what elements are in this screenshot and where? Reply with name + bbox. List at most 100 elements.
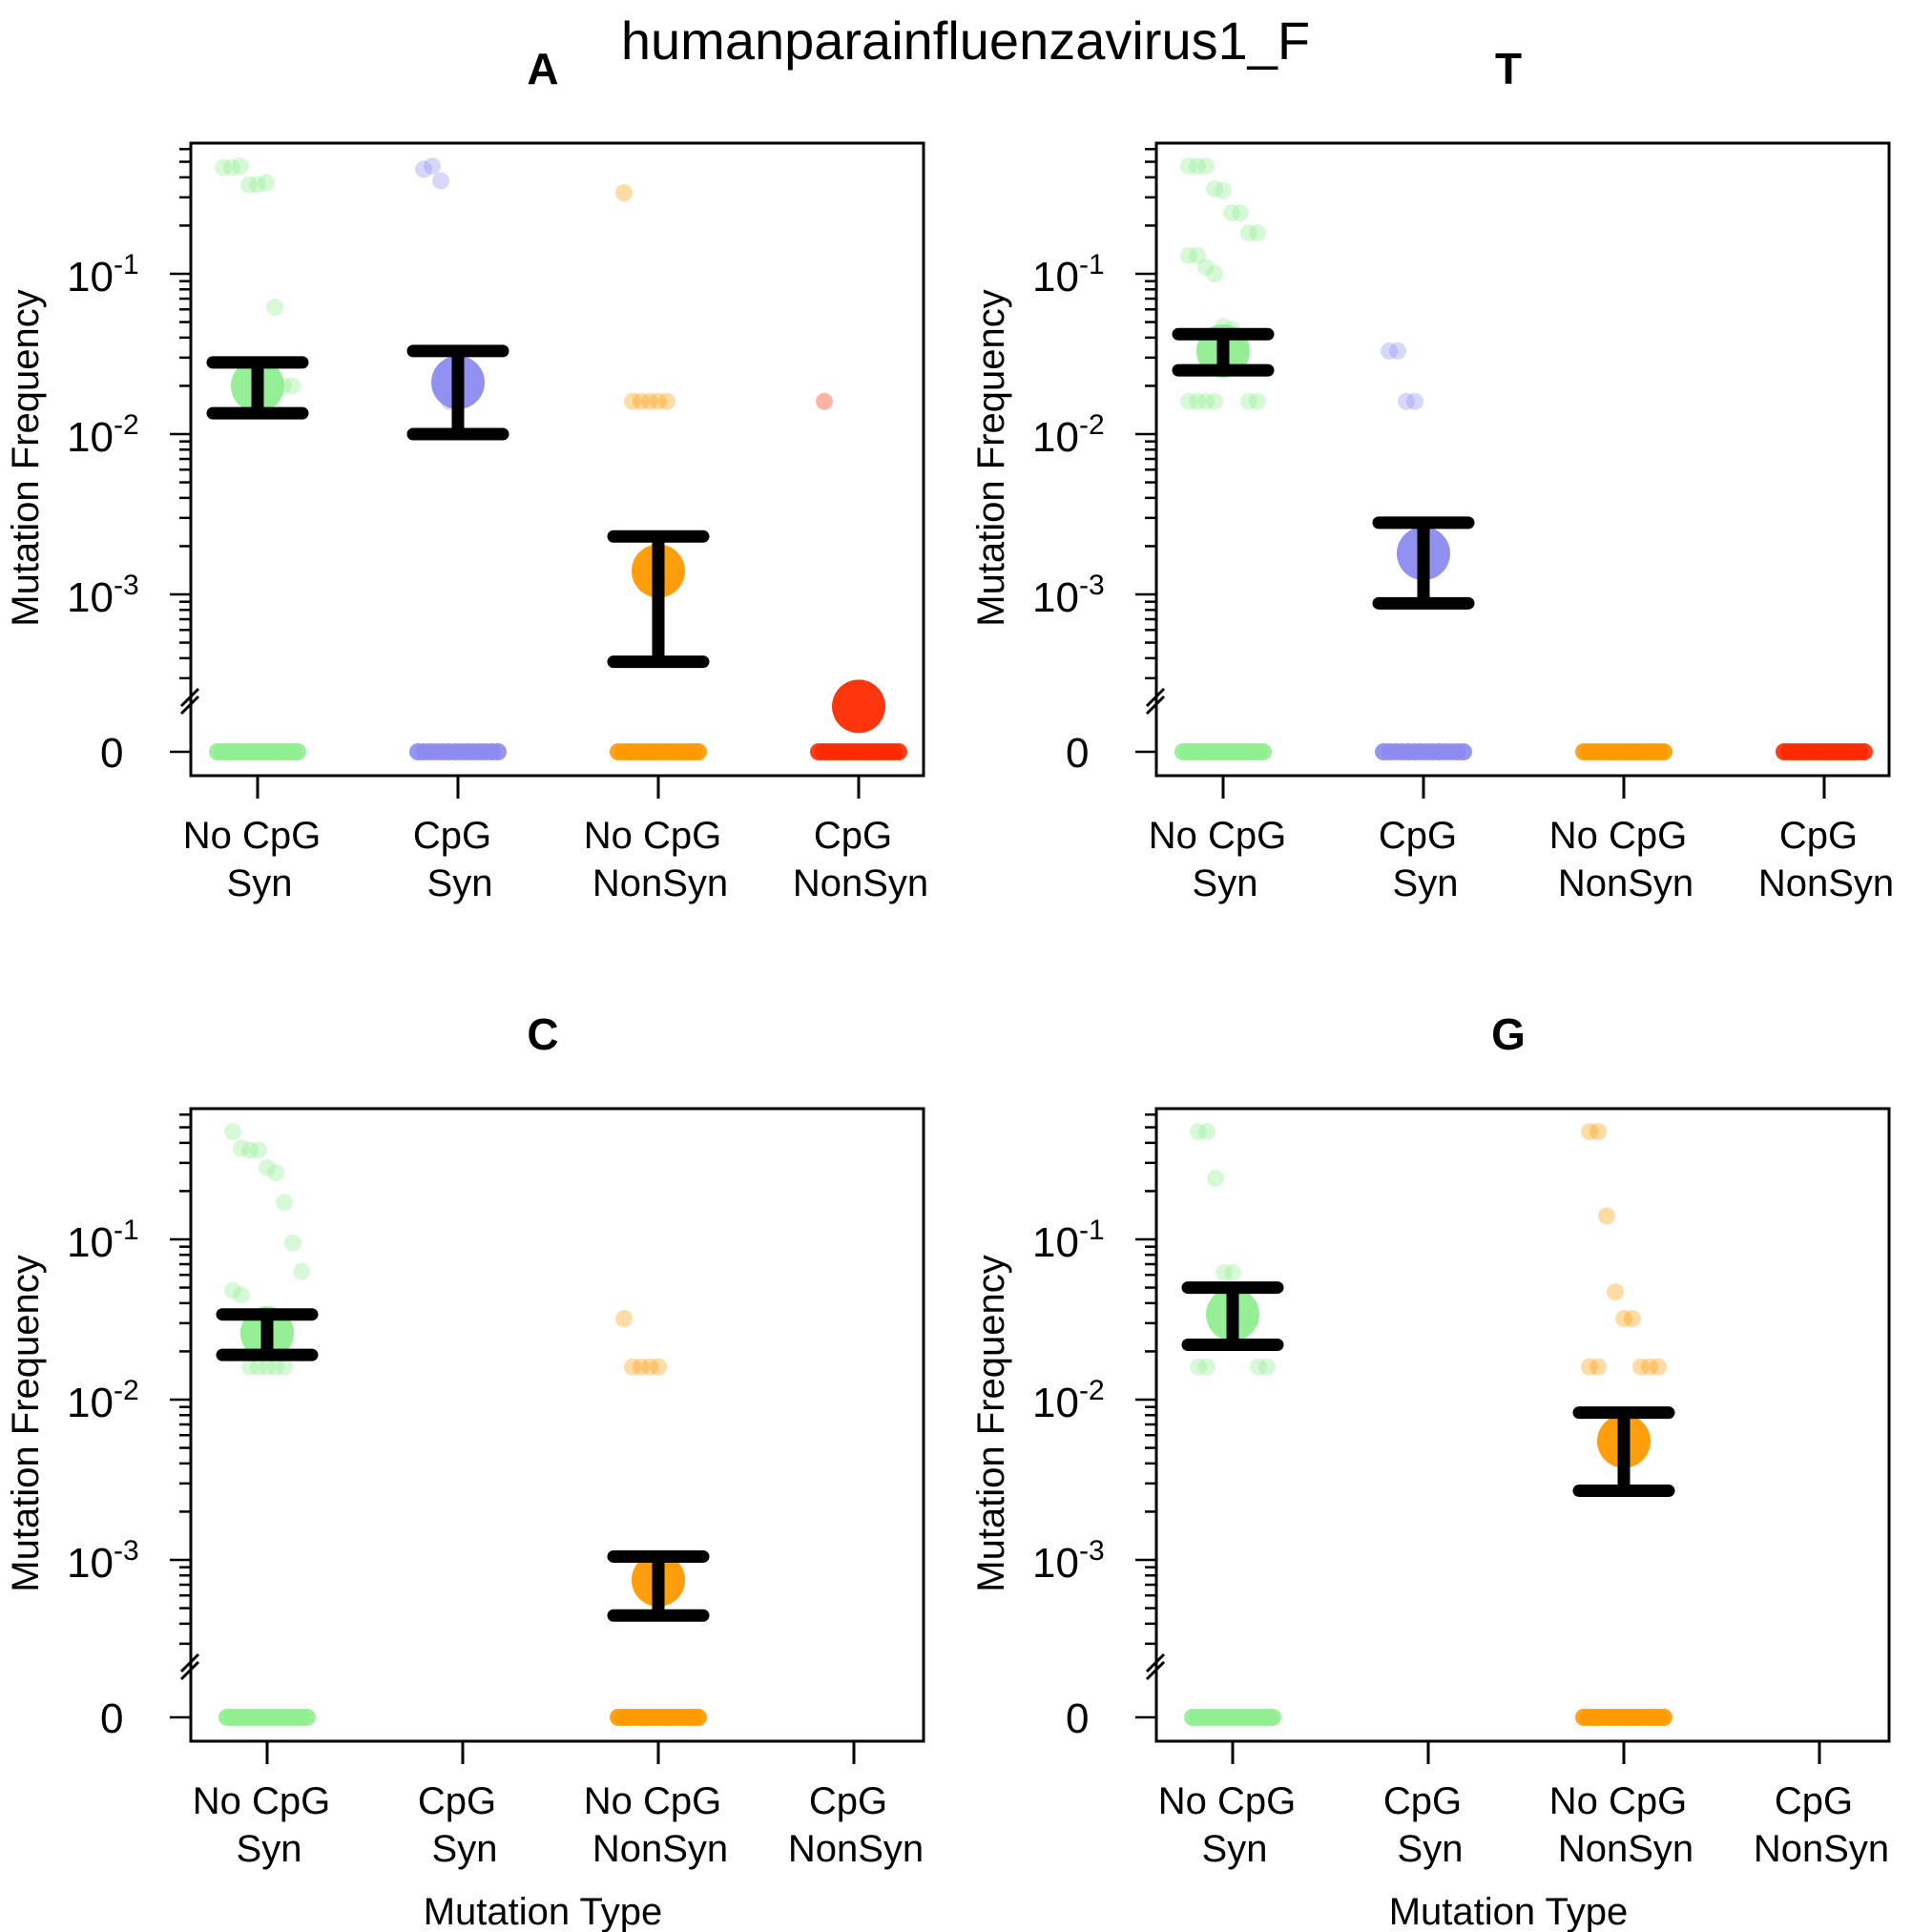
- data-point: [658, 392, 675, 410]
- data-point: [1189, 246, 1206, 264]
- data-point: [1615, 1310, 1632, 1328]
- zero-point: [299, 1709, 316, 1726]
- x-tick-label: Syn: [1393, 862, 1459, 904]
- data-point: [267, 1358, 284, 1376]
- axis-break-mark: [1145, 687, 1166, 708]
- data-point: [415, 160, 432, 178]
- data-point: [1198, 1358, 1215, 1376]
- x-tick-label: NonSyn: [592, 1828, 728, 1870]
- panels: A 10-1 10-2 10-3 0 Mutation Frequency No CpG Sy…: [5, 44, 1894, 1932]
- x-axis-label: Mutation Type: [1389, 1891, 1629, 1932]
- plot-frame: [1154, 141, 1891, 778]
- y-tick-label: 10-3: [67, 1535, 139, 1587]
- data-point: [1607, 1283, 1624, 1301]
- data-point: [432, 172, 449, 190]
- panel-c: C 10-1 10-2 10-3 0 Mutation Frequency Mutation…: [5, 1009, 925, 1932]
- data-point: [424, 157, 441, 176]
- data-point: [1598, 1207, 1615, 1225]
- axis-break-mark: [179, 687, 200, 708]
- x-tick-label: NonSyn: [1758, 862, 1894, 904]
- data-point: [1189, 392, 1206, 410]
- x-tick-label: Syn: [1193, 862, 1258, 904]
- data-point: [1206, 179, 1223, 197]
- data-point: [633, 392, 650, 410]
- y-zero-label: 0: [100, 730, 123, 777]
- x-tick-label: No CpG: [584, 815, 722, 857]
- y-tick-label: 10-1: [1032, 1215, 1105, 1266]
- data-point: [249, 176, 266, 194]
- zero-point: [1455, 743, 1472, 760]
- zero-point: [890, 743, 907, 760]
- x-tick-label: NonSyn: [592, 862, 728, 904]
- data-point: [1581, 1358, 1598, 1376]
- x-tick-label: CpG: [1379, 815, 1457, 857]
- x-tick-label: CpG: [413, 815, 491, 857]
- data-point: [240, 176, 258, 194]
- data-point: [1240, 224, 1257, 242]
- data-point: [1232, 204, 1249, 222]
- x-tick-label: No CpG: [193, 1780, 331, 1822]
- data-point: [250, 1358, 267, 1376]
- x-tick-label: No CpG: [183, 815, 322, 857]
- data-point: [1197, 157, 1215, 176]
- data-point: [1581, 1123, 1598, 1141]
- y-tick-label: 10-2: [1032, 1375, 1105, 1426]
- data-point: [293, 1262, 310, 1280]
- zero-point: [289, 743, 306, 760]
- x-tick-label: No CpG: [1549, 815, 1688, 857]
- x-tick-label: NonSyn: [1558, 862, 1693, 904]
- axis-break-mark: [179, 1660, 200, 1681]
- data-point: [816, 392, 833, 410]
- axis-break-mark: [1145, 695, 1166, 716]
- data-point: [1197, 259, 1215, 277]
- data-point: [1398, 392, 1415, 410]
- plot-frame: [189, 1107, 925, 1743]
- data-point: [1215, 1263, 1233, 1281]
- x-tick-label: CpG: [1775, 1780, 1853, 1822]
- data-point: [1650, 1358, 1667, 1376]
- data-point: [1180, 392, 1197, 410]
- data-point: [633, 1358, 650, 1376]
- data-point: [283, 377, 301, 395]
- x-tick-label: No CpG: [1149, 815, 1287, 857]
- x-tick-label: NonSyn: [788, 1828, 924, 1870]
- y-tick-label: 10-3: [67, 570, 139, 621]
- data-point: [1197, 392, 1215, 410]
- panel-title: A: [527, 44, 558, 93]
- data-point: [1250, 1358, 1267, 1376]
- panel-a: A 10-1 10-2 10-3 0 Mutation Frequency No CpG Sy…: [5, 44, 928, 904]
- y-tick-label: 10-1: [67, 249, 139, 301]
- zero-point: [1264, 1709, 1281, 1726]
- data-point: [258, 174, 275, 192]
- zero-point: [1655, 743, 1672, 760]
- axis-break-mark: [1145, 1660, 1166, 1681]
- x-tick-label: No CpG: [1549, 1780, 1688, 1822]
- y-zero-label: 0: [1066, 730, 1089, 777]
- data-point: [615, 184, 633, 202]
- data-point: [1249, 224, 1266, 242]
- plot-frame: [1154, 1107, 1891, 1743]
- data-point: [1258, 1358, 1276, 1376]
- x-tick-label: CpG: [1383, 1780, 1462, 1822]
- axis-break-mark: [1145, 1652, 1166, 1673]
- plot-frame: [189, 141, 925, 778]
- data-point: [1224, 1263, 1241, 1281]
- data-point: [1624, 1310, 1641, 1328]
- data-point: [1198, 1123, 1215, 1141]
- x-tick-label: NonSyn: [1754, 1828, 1889, 1870]
- y-tick-label: 10-3: [1032, 570, 1105, 621]
- data-point: [1215, 181, 1232, 199]
- zero-point: [1856, 743, 1873, 760]
- x-tick-label: Syn: [1398, 1828, 1464, 1870]
- data-point: [641, 392, 658, 410]
- data-point: [1632, 1358, 1650, 1376]
- data-point: [1190, 1358, 1207, 1376]
- axis-break-mark: [179, 1652, 200, 1673]
- x-tick-label: No CpG: [584, 1780, 722, 1822]
- data-point: [223, 158, 240, 177]
- data-point: [232, 157, 249, 176]
- data-point: [224, 1123, 241, 1141]
- data-point: [1190, 1123, 1207, 1141]
- data-point: [1389, 342, 1406, 360]
